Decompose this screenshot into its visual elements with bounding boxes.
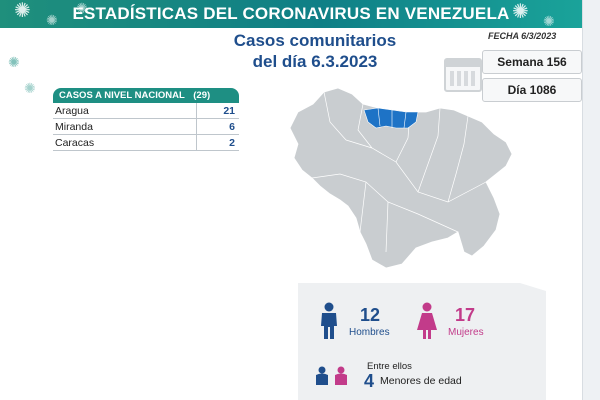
cases-table: CASOS A NIVEL NACIONAL (29) Aragua 21 Mi… [53, 88, 239, 151]
women-count: 17 [455, 305, 476, 325]
coronavirus-icon: ✺ [76, 0, 88, 16]
table-row: Aragua 21 [53, 103, 239, 119]
map-region [311, 91, 487, 253]
row-name: Miranda [55, 121, 93, 133]
venezuela-map [289, 87, 513, 269]
calendar-icon [444, 58, 482, 92]
row-value: 21 [223, 105, 235, 117]
coronavirus-icon: ✺ [14, 0, 31, 22]
scrollbar-track[interactable] [582, 0, 600, 400]
table-header-label: CASOS A NIVEL NACIONAL [59, 90, 185, 101]
coronavirus-icon: ✺ [543, 13, 555, 28]
coronavirus-icon: ✺ [46, 12, 58, 28]
row-name: Caracas [55, 137, 95, 149]
row-value: 6 [229, 121, 235, 133]
coronavirus-icon: ✺ [512, 1, 529, 23]
map-region [377, 107, 407, 129]
table-row: Miranda 6 [53, 119, 239, 135]
map-highlight [363, 107, 419, 129]
man-icon [321, 302, 337, 339]
men-label: Hombres [349, 327, 390, 338]
coronavirus-icon: ✺ [8, 54, 20, 70]
coronavirus-icon: ✺ [24, 80, 36, 96]
men-count: 12 [360, 305, 381, 325]
children-icon [316, 366, 347, 385]
day-badge: Día 1086 [482, 78, 582, 102]
minors-label: Menores de edad [380, 375, 462, 387]
row-value: 2 [229, 137, 235, 149]
table-header-total: (29) [193, 90, 211, 101]
headline-line2: del día 6.3.2023 [252, 52, 378, 71]
women-label: Mujeres [448, 327, 484, 338]
infographic: ✺ ✺ ✺ ✺ ✺ ESTADÍSTICAS DEL CORONAVIRUS E… [0, 0, 582, 400]
headline-line1: Casos comunitarios [233, 31, 397, 50]
minors-count: 4 [364, 371, 375, 391]
entre-ellos-label: Entre ellos [367, 361, 412, 372]
date-note: FECHA 6/3/2023 [488, 31, 557, 41]
woman-icon [417, 302, 437, 339]
header-banner: ✺ ✺ ✺ ✺ ✺ ESTADÍSTICAS DEL CORONAVIRUS E… [0, 0, 582, 28]
page-title: ESTADÍSTICAS DEL CORONAVIRUS EN VENEZUEL… [72, 4, 510, 23]
table-header: CASOS A NIVEL NACIONAL (29) [53, 88, 239, 103]
table-row: Caracas 2 [53, 135, 239, 151]
row-name: Aragua [55, 105, 89, 117]
week-badge: Semana 156 [482, 50, 582, 74]
